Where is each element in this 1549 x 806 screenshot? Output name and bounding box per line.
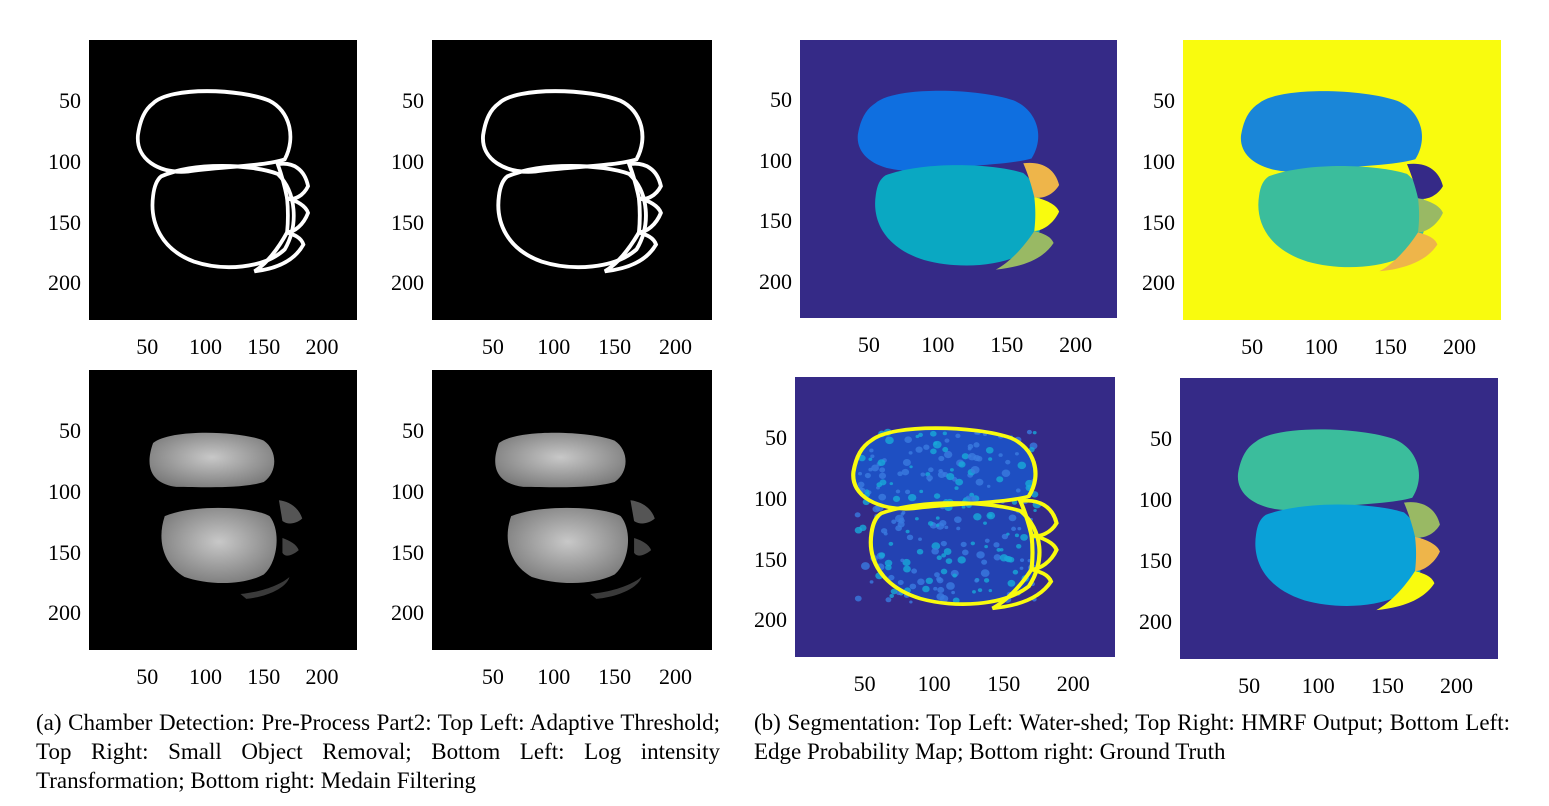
x-tick-label: 150 xyxy=(1373,334,1407,359)
y-tick-label: 150 xyxy=(1142,209,1175,235)
x-tick-label: 200 xyxy=(1059,332,1093,357)
y-tick-label: 50 xyxy=(765,424,787,450)
y-tick-label: 100 xyxy=(48,148,81,174)
y-tick-label: 150 xyxy=(754,546,787,572)
x-tick-label: 150 xyxy=(1370,673,1404,698)
image-plot xyxy=(1183,40,1501,320)
image-frame xyxy=(1183,40,1501,320)
image-frame xyxy=(795,377,1115,657)
y-tick-label: 200 xyxy=(48,270,81,296)
x-tick-label: 50 xyxy=(136,664,159,689)
x-tick-label: 50 xyxy=(481,664,504,689)
x-tick-label: 100 xyxy=(921,332,955,357)
x-tick-label: 100 xyxy=(537,334,571,359)
x-tick-label: 200 xyxy=(658,334,692,359)
x-tick-label: 50 xyxy=(481,334,504,359)
image-plot xyxy=(800,40,1117,318)
image-plot xyxy=(1180,378,1498,659)
image-plot xyxy=(89,40,357,320)
image-frame xyxy=(1180,378,1498,659)
caption-b-text: (b) Segmentation: Top Left: Water-shed; … xyxy=(754,710,1510,764)
y-tick-label: 200 xyxy=(754,607,787,633)
x-tick-label: 200 xyxy=(1056,671,1090,696)
image-frame xyxy=(800,40,1117,318)
y-tick-label: 100 xyxy=(754,485,787,511)
image-plot xyxy=(432,370,712,650)
x-tick-label: 150 xyxy=(987,671,1021,696)
x-tick-label: 150 xyxy=(598,334,632,359)
y-tick-label: 200 xyxy=(48,600,81,626)
x-tick-label: 50 xyxy=(853,671,876,696)
x-tick-label: 200 xyxy=(305,664,339,689)
x-tick-label: 50 xyxy=(1241,334,1264,359)
x-tick-label: 200 xyxy=(1443,334,1477,359)
x-tick-label: 200 xyxy=(305,334,339,359)
x-tick-label: 150 xyxy=(990,332,1024,357)
x-tick-label: 100 xyxy=(189,334,223,359)
x-tick-label: 100 xyxy=(1304,334,1338,359)
x-tick-label: 50 xyxy=(136,334,159,359)
y-tick-label: 50 xyxy=(402,87,424,113)
caption-b: (b) Segmentation: Top Left: Water-shed; … xyxy=(754,708,1510,766)
y-tick-label: 150 xyxy=(391,539,424,565)
image-frame xyxy=(89,40,357,320)
x-tick-label: 100 xyxy=(537,664,571,689)
y-tick-label: 100 xyxy=(391,478,424,504)
x-tick-label: 150 xyxy=(247,664,281,689)
y-tick-label: 200 xyxy=(1139,609,1172,635)
x-tick-label: 200 xyxy=(1440,673,1474,698)
x-tick-label: 100 xyxy=(917,671,951,696)
image-frame xyxy=(89,370,357,650)
image-plot xyxy=(795,377,1115,657)
y-tick-label: 200 xyxy=(391,600,424,626)
y-tick-label: 150 xyxy=(48,209,81,235)
y-tick-label: 50 xyxy=(1153,87,1175,113)
y-tick-label: 150 xyxy=(391,209,424,235)
y-tick-label: 100 xyxy=(391,148,424,174)
image-plot xyxy=(89,370,357,650)
x-tick-label: 200 xyxy=(658,664,692,689)
y-tick-label: 150 xyxy=(759,208,792,234)
caption-a: (a) Chamber Detection: Pre-Process Part2… xyxy=(36,708,720,795)
y-tick-label: 50 xyxy=(59,417,81,443)
y-tick-label: 200 xyxy=(391,270,424,296)
x-tick-label: 100 xyxy=(1301,673,1335,698)
x-tick-label: 50 xyxy=(1238,673,1261,698)
y-tick-label: 150 xyxy=(1139,548,1172,574)
image-plot xyxy=(432,40,712,320)
y-tick-label: 100 xyxy=(759,147,792,173)
caption-a-text: (a) Chamber Detection: Pre-Process Part2… xyxy=(36,710,720,793)
x-tick-label: 100 xyxy=(189,664,223,689)
y-tick-label: 100 xyxy=(1142,148,1175,174)
y-tick-label: 200 xyxy=(759,268,792,294)
y-tick-label: 50 xyxy=(1150,426,1172,452)
y-tick-label: 50 xyxy=(59,87,81,113)
y-tick-label: 150 xyxy=(48,539,81,565)
y-tick-label: 100 xyxy=(1139,487,1172,513)
image-frame xyxy=(432,370,712,650)
x-tick-label: 150 xyxy=(247,334,281,359)
image-frame xyxy=(432,40,712,320)
y-tick-label: 200 xyxy=(1142,270,1175,296)
y-tick-label: 50 xyxy=(770,87,792,113)
y-tick-label: 50 xyxy=(402,417,424,443)
y-tick-label: 100 xyxy=(48,478,81,504)
x-tick-label: 150 xyxy=(598,664,632,689)
x-tick-label: 50 xyxy=(857,332,880,357)
